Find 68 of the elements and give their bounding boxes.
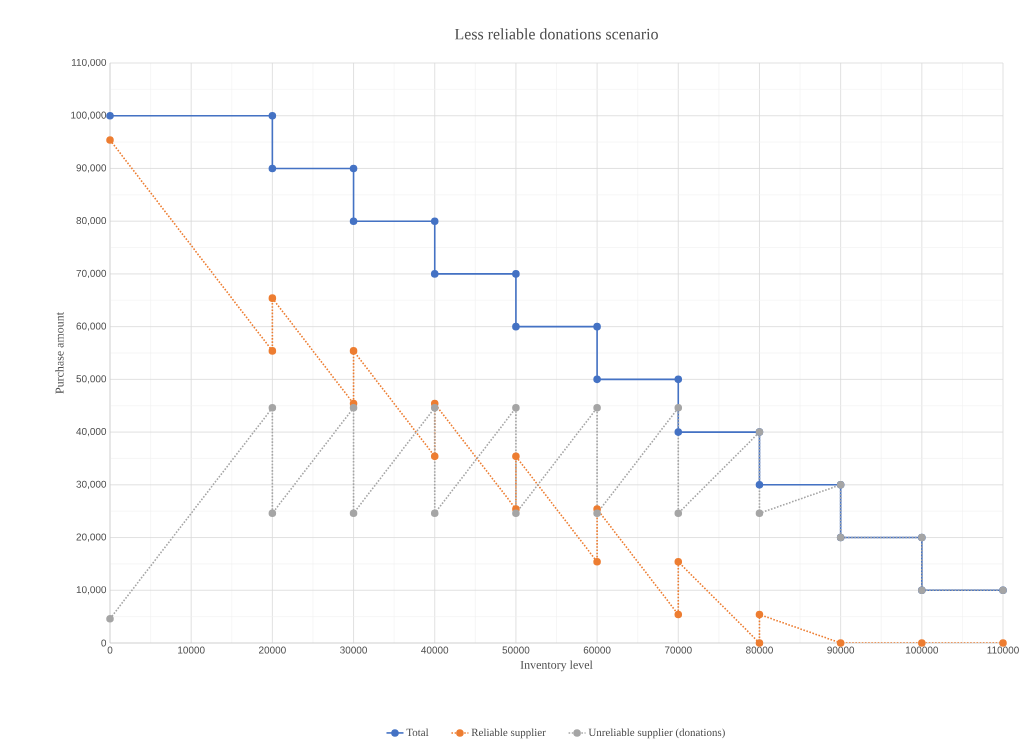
y-axis-title: Purchase amount xyxy=(55,312,64,394)
point xyxy=(349,404,358,412)
y-tick-label: 50,000 xyxy=(76,375,107,384)
x-tick-label: 10000 xyxy=(178,646,205,654)
y-tick-label: 80,000 xyxy=(76,217,107,226)
point xyxy=(430,404,439,412)
y-tick-label: 90,000 xyxy=(76,164,107,173)
y-tick-label: 0 xyxy=(101,639,107,647)
point xyxy=(106,136,114,144)
y-tick-label: 110,000 xyxy=(71,58,107,68)
point xyxy=(349,347,358,355)
point xyxy=(593,558,601,566)
point xyxy=(674,404,683,412)
point xyxy=(593,509,601,518)
point xyxy=(512,322,520,331)
point xyxy=(268,164,277,173)
point xyxy=(106,111,114,120)
point xyxy=(512,270,520,278)
x-tick-label: 80000 xyxy=(746,646,773,654)
point xyxy=(674,509,683,518)
legend-label: Reliable supplier xyxy=(471,728,546,739)
point xyxy=(268,111,277,120)
x-tick-label: 90000 xyxy=(827,646,855,654)
x-tick-label: 50000 xyxy=(502,646,530,654)
point xyxy=(674,558,683,566)
y-tick-label: 70,000 xyxy=(76,269,107,279)
x-tick-label: 70000 xyxy=(664,646,692,654)
point xyxy=(512,404,520,412)
x-axis-title: Inventory level xyxy=(520,660,593,672)
point xyxy=(349,164,358,173)
point xyxy=(755,509,764,518)
point xyxy=(512,452,520,461)
x-tick-label: 60000 xyxy=(583,646,611,654)
y-tick-label: 60,000 xyxy=(76,322,107,331)
legend-label: Total xyxy=(406,728,429,737)
point xyxy=(755,481,764,489)
point xyxy=(268,347,277,355)
point xyxy=(268,509,277,518)
point xyxy=(430,509,439,518)
legend-label: Unreliable supplier (donations) xyxy=(588,728,725,739)
point xyxy=(512,509,520,518)
x-tick-label: 40000 xyxy=(421,646,449,654)
x-tick-label: 110000 xyxy=(987,646,1019,654)
point xyxy=(593,375,601,384)
point xyxy=(674,375,683,384)
point xyxy=(268,404,277,412)
x-tick-label: 30000 xyxy=(340,646,368,654)
point xyxy=(430,217,439,225)
x-tick-label: 100000 xyxy=(905,646,939,654)
y-tick-label: 10,000 xyxy=(76,586,107,595)
y-tick-label: 30,000 xyxy=(76,480,107,489)
point xyxy=(430,452,439,461)
point xyxy=(349,509,358,518)
point xyxy=(106,614,114,623)
point xyxy=(268,294,277,302)
point xyxy=(674,428,683,436)
y-tick-label: 20,000 xyxy=(76,533,107,542)
chart-title: Less reliable donations scenario xyxy=(454,28,658,40)
point xyxy=(430,270,439,278)
point xyxy=(755,610,764,619)
point xyxy=(674,610,683,619)
point xyxy=(593,404,601,412)
y-tick-label: 40,000 xyxy=(76,427,107,437)
point xyxy=(593,322,601,331)
x-tick-label: 0 xyxy=(107,646,113,654)
point xyxy=(349,217,358,225)
x-tick-label: 20000 xyxy=(259,646,286,654)
y-tick-label: 100,000 xyxy=(71,111,107,120)
